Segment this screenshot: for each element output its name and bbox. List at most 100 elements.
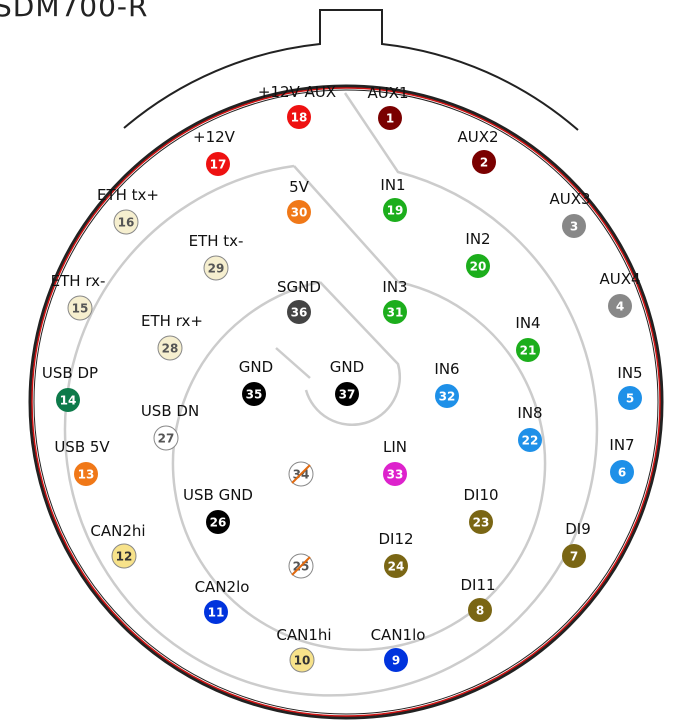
- pin-label: IN5: [617, 364, 642, 382]
- pin-circle: [610, 460, 634, 484]
- pin-13: 13 USB 5V: [54, 438, 110, 486]
- pin-11: 11 CAN2lo: [195, 578, 250, 624]
- pin-label: DI11: [460, 576, 495, 594]
- pin-27: 27 USB DN: [141, 402, 199, 451]
- pin-number: 23: [473, 516, 490, 530]
- pin-circle: [562, 214, 586, 238]
- pin-30: 30 5V: [287, 178, 311, 224]
- pin-1: 1 AUX1: [367, 84, 409, 130]
- pin-label: 5V: [289, 178, 310, 196]
- pin-number: 5: [626, 392, 634, 406]
- pin-18: 18 +12V AUX: [258, 83, 336, 129]
- pin-number: 36: [291, 306, 308, 320]
- connector-title: SDM700-R: [0, 0, 149, 23]
- pin-label: ETH tx-: [189, 232, 244, 250]
- pin-number: 32: [439, 390, 456, 404]
- pin-number: 9: [392, 654, 400, 668]
- pin-circle: [562, 544, 586, 568]
- pin-number: 7: [570, 550, 578, 564]
- pin-20: 20 IN2: [465, 230, 491, 278]
- pin-circle: [287, 300, 311, 324]
- pin-number: 22: [522, 434, 539, 448]
- pin-circle: [378, 106, 402, 130]
- pin-37: 37 GND: [330, 358, 364, 406]
- pin-circle: [466, 254, 490, 278]
- pin-number: 13: [78, 468, 95, 482]
- pin-number: 11: [208, 606, 225, 620]
- pin-label: ETH tx+: [97, 186, 159, 204]
- pin-label: DI12: [378, 530, 413, 548]
- pin-label: USB 5V: [54, 438, 110, 456]
- pin-number: 10: [294, 654, 311, 668]
- pin-21: 21 IN4: [515, 314, 541, 362]
- pin-label: GND: [330, 358, 364, 376]
- pin-circle: [204, 600, 228, 624]
- pin-circle: [518, 428, 542, 452]
- pin-label: ETH rx+: [141, 312, 203, 330]
- pin-26: 26 USB GND: [183, 486, 253, 534]
- pin-label: AUX1: [367, 84, 408, 102]
- pin-label: IN3: [382, 278, 407, 296]
- pin-number: 3: [570, 220, 578, 234]
- pin-number: 1: [386, 112, 394, 126]
- pin-number: 28: [162, 342, 179, 356]
- pin-36: 36 SGND: [277, 278, 321, 324]
- pin-33: 33 LIN: [383, 438, 407, 486]
- pin-29: 29 ETH tx-: [189, 232, 244, 281]
- pin-number: 20: [470, 260, 487, 274]
- pin-31: 31 IN3: [382, 278, 408, 324]
- pin-34: 34: [288, 461, 314, 487]
- pin-label: USB DP: [42, 364, 98, 382]
- pin-circle: [335, 382, 359, 406]
- connector-outer-ring-inner: [33, 89, 659, 715]
- pin-number: 29: [208, 262, 225, 276]
- pin-circle: [153, 425, 179, 451]
- pin-number: 31: [387, 306, 404, 320]
- pin-label: AUX2: [457, 128, 498, 146]
- pin-number: 16: [118, 216, 135, 230]
- pin-19: 19 IN1: [380, 176, 407, 222]
- pin-number: 33: [387, 468, 404, 482]
- pin-number: 4: [616, 300, 624, 314]
- pin-35: 35 GND: [239, 358, 273, 406]
- pin-circle: [206, 152, 230, 176]
- pin-circle: [608, 294, 632, 318]
- pin-circle: [203, 255, 229, 281]
- pin-circle: [74, 462, 98, 486]
- pin-label: CAN2lo: [195, 578, 250, 596]
- unused-pin-strike: [291, 464, 311, 484]
- pin-3: 3 AUX3: [549, 190, 591, 238]
- pin-circle: [67, 295, 93, 321]
- pin-14: 14 USB DP: [42, 364, 98, 412]
- pin-label: AUX4: [599, 270, 640, 288]
- pin-label: USB GND: [183, 486, 253, 504]
- pin-24: 24 DI12: [378, 530, 414, 578]
- pin-number: 8: [476, 604, 484, 618]
- pin-circle: [287, 200, 311, 224]
- connector-outer-ring: [28, 84, 664, 720]
- pin-9: 9 CAN1lo: [371, 626, 425, 672]
- pin-label: ETH rx-: [51, 272, 106, 290]
- pin-number: 6: [618, 466, 626, 480]
- pin-circle: [383, 198, 407, 222]
- pin-number: 14: [60, 394, 77, 408]
- pin-number: 26: [210, 516, 227, 530]
- pin-label: IN2: [465, 230, 490, 248]
- pin-22: 22 IN8: [517, 404, 543, 452]
- pin-number: 19: [387, 204, 404, 218]
- pin-number: 24: [388, 560, 405, 574]
- pin-circle: [384, 648, 408, 672]
- pin-10: 10 CAN1hi: [276, 626, 332, 673]
- connector-key-arc: [123, 9, 579, 131]
- pin-17: 17 +12V: [193, 128, 236, 176]
- pin-circle: [618, 386, 642, 410]
- pin-2: 2 AUX2: [457, 128, 499, 174]
- pin-circle: [206, 510, 230, 534]
- pin-circle: [383, 300, 407, 324]
- pin-label: USB DN: [141, 402, 199, 420]
- pin-circle: [157, 335, 183, 361]
- pin-label: DI9: [565, 520, 591, 538]
- connector-outer-ring-red: [31, 87, 661, 717]
- pin-number: 18: [291, 111, 308, 125]
